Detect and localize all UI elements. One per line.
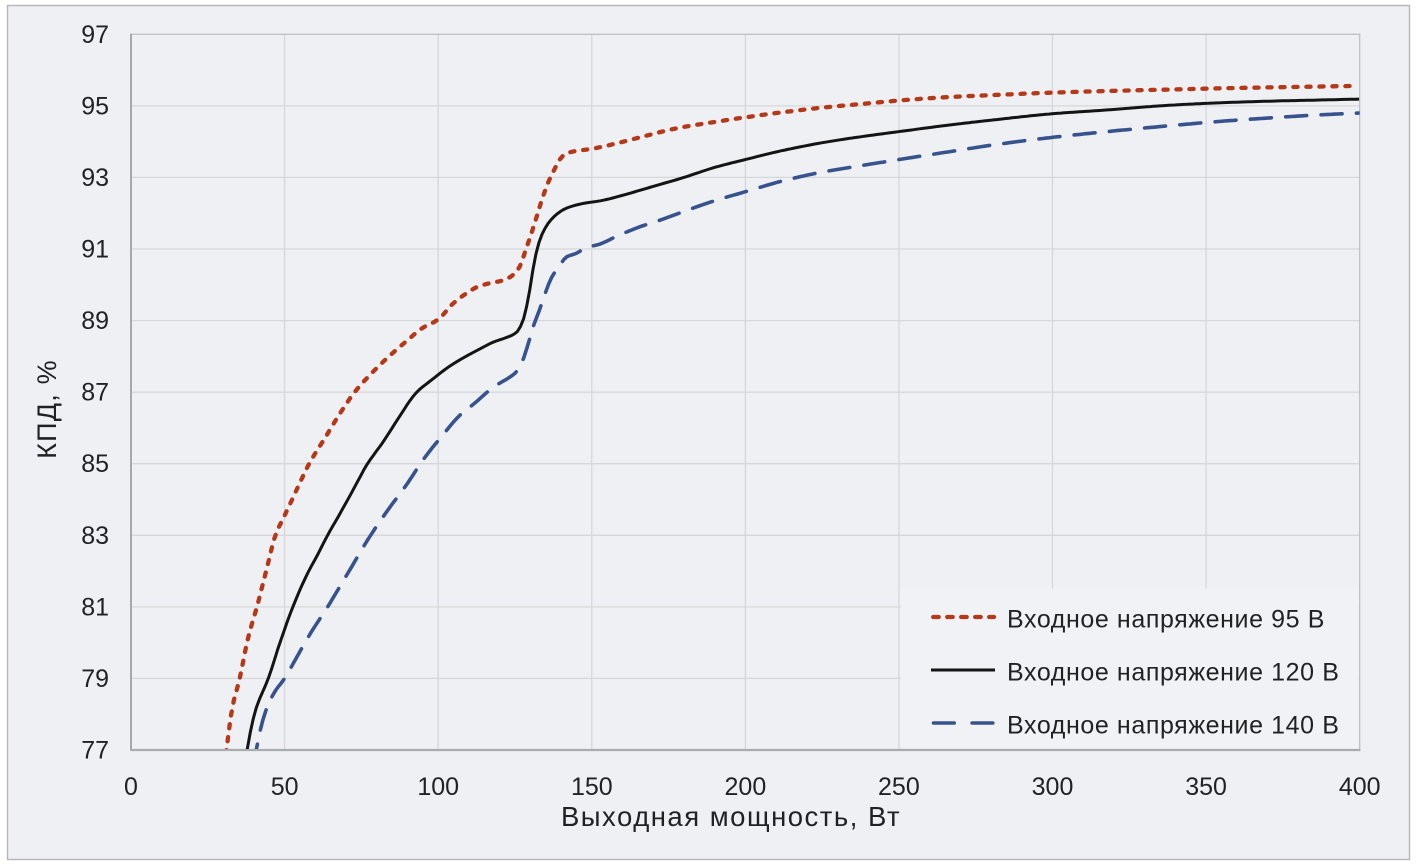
svg-text:83: 83 <box>81 522 109 550</box>
svg-text:150: 150 <box>571 773 613 801</box>
svg-text:91: 91 <box>81 236 109 264</box>
svg-text:77: 77 <box>81 737 109 765</box>
svg-text:97: 97 <box>81 21 109 49</box>
svg-text:КПД, %: КПД, % <box>32 359 62 459</box>
svg-text:200: 200 <box>725 773 767 801</box>
svg-text:87: 87 <box>81 379 109 407</box>
svg-text:81: 81 <box>81 593 109 621</box>
svg-text:89: 89 <box>81 307 109 335</box>
svg-text:Входное напряжение 120 В: Входное напряжение 120 В <box>1007 659 1340 687</box>
svg-text:0: 0 <box>124 773 138 801</box>
svg-text:Входное напряжение 140 В: Входное напряжение 140 В <box>1007 712 1340 740</box>
svg-text:95: 95 <box>81 92 109 120</box>
svg-text:350: 350 <box>1185 773 1227 801</box>
svg-text:Выходная мощность, Вт: Выходная мощность, Вт <box>561 801 901 832</box>
svg-text:100: 100 <box>417 773 459 801</box>
svg-text:79: 79 <box>81 665 109 693</box>
svg-text:50: 50 <box>271 773 299 801</box>
svg-text:250: 250 <box>878 773 920 801</box>
svg-text:85: 85 <box>81 450 109 478</box>
svg-text:Входное напряжение 95 В: Входное напряжение 95 В <box>1007 606 1325 634</box>
svg-text:300: 300 <box>1032 773 1074 801</box>
svg-text:400: 400 <box>1339 773 1381 801</box>
svg-text:93: 93 <box>81 164 109 192</box>
